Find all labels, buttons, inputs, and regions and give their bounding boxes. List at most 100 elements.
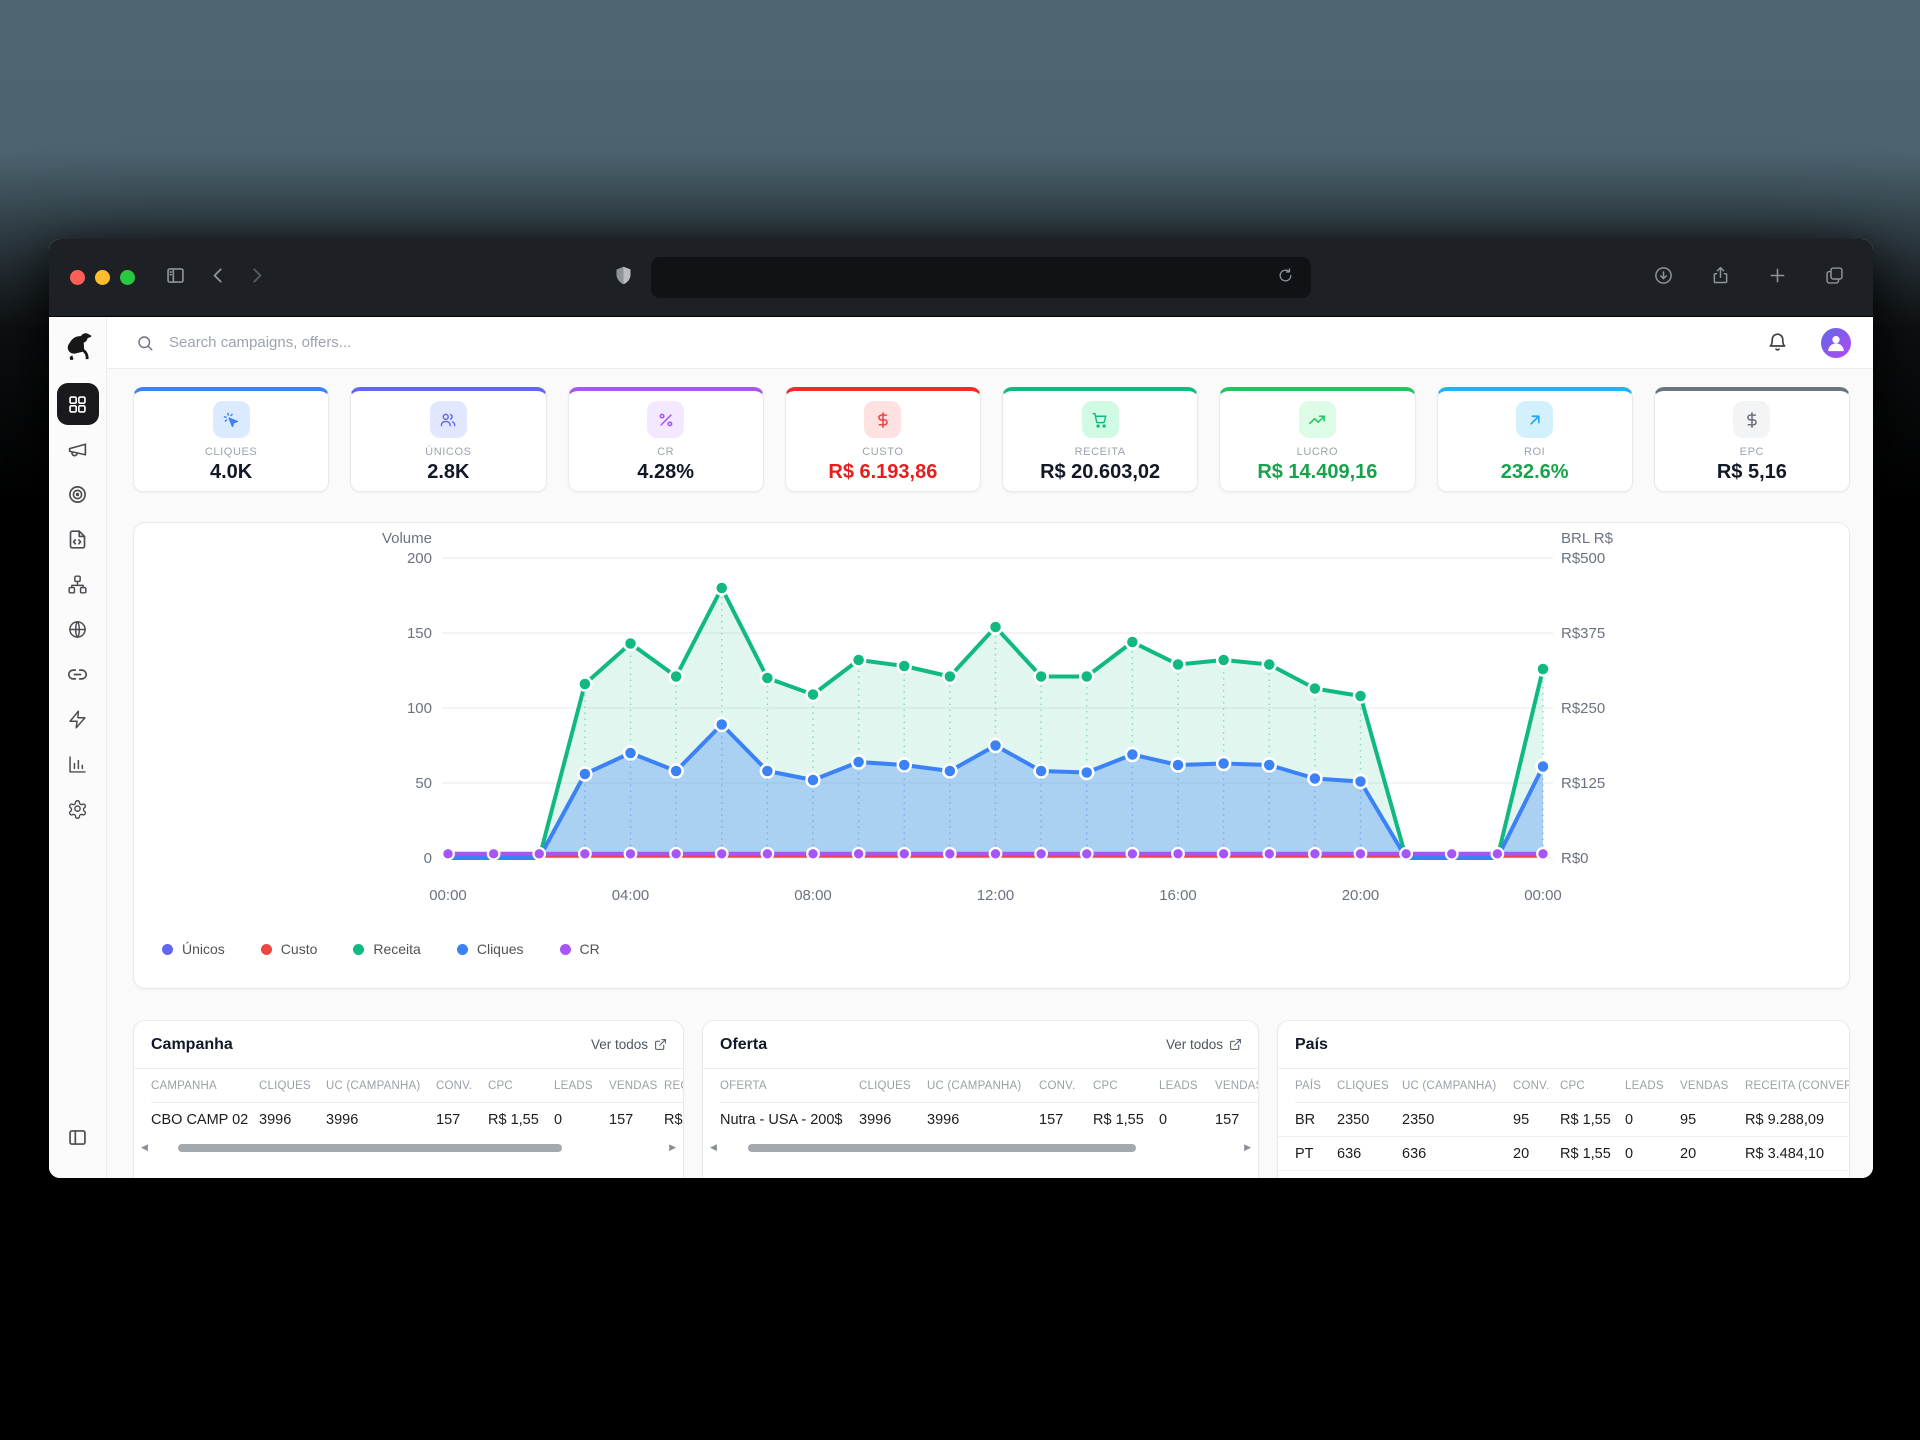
table-cell: 157 (1215, 1111, 1240, 1128)
svg-text:00:00: 00:00 (1524, 887, 1562, 904)
legend-dot (260, 943, 272, 955)
address-bar[interactable] (650, 257, 1311, 298)
dashboard-grid-icon (67, 394, 88, 415)
panel-collapse-icon (67, 1127, 88, 1153)
scroll-left-arrow[interactable]: ◀ (141, 1142, 148, 1152)
legend-item-únicos[interactable]: Únicos (162, 941, 225, 957)
ver-todos-link[interactable]: Ver todos (591, 1037, 667, 1052)
column-header: LEADS (1625, 1069, 1680, 1103)
column-header: CLIQUES (1337, 1069, 1402, 1103)
avatar[interactable] (1821, 327, 1851, 358)
table-row[interactable]: CBO CAMP 02 3996 3996 157 R$ 1,55 0 157 R$ (134, 1103, 683, 1137)
scrollbar-track[interactable] (722, 1143, 1239, 1152)
table-cell: 95 (1513, 1102, 1560, 1137)
table-cell: R$ 1,55 (1093, 1111, 1144, 1128)
stat-label: CR (657, 446, 675, 458)
sidebar-item-reports[interactable] (57, 743, 99, 785)
share-button[interactable] (1705, 263, 1735, 293)
table-scrollbar[interactable]: ◀ ▶ (134, 1139, 683, 1156)
column-header: CPC (1560, 1069, 1625, 1103)
shield-icon (613, 265, 634, 291)
svg-text:150: 150 (407, 625, 432, 642)
forward-button[interactable] (241, 263, 271, 293)
sidebar-item-offers[interactable] (57, 473, 99, 515)
ver-todos-link[interactable]: Ver todos (1166, 1037, 1242, 1052)
table-row[interactable]: Nutra - USA - 200$ 3996 3996 157 R$ 1,55 0 157 (703, 1103, 1258, 1137)
tab-overview-button[interactable] (1819, 263, 1849, 293)
dog-logo-icon (62, 330, 94, 362)
downloads-button[interactable] (1648, 263, 1678, 293)
privacy-shield-button[interactable] (609, 263, 639, 293)
table-cell: BR (1295, 1102, 1337, 1137)
legend-item-cliques[interactable]: Cliques (456, 941, 524, 957)
bell-icon[interactable] (1767, 332, 1788, 353)
stat-card-roi: ROI 232.6% (1436, 387, 1633, 492)
svg-text:08:00: 08:00 (794, 887, 832, 904)
app-root: CLIQUES 4.0K ÚNICOS 2.8K CR 4.28% CUSTO … (49, 317, 1873, 1178)
sidebar-item-settings[interactable] (57, 788, 99, 830)
column-header: CONV. (436, 1069, 488, 1103)
table-cell: 0 (1625, 1136, 1680, 1171)
table-row[interactable]: PT 636 636 20 R$ 1,55 0 20 R$ 3.484,10 (1278, 1136, 1849, 1171)
sidebar-item-campaigns[interactable] (57, 428, 99, 470)
scrollbar-track[interactable] (153, 1143, 664, 1152)
bar-chart-icon (67, 754, 88, 775)
reload-icon (1277, 267, 1294, 289)
legend-dot (162, 943, 173, 955)
sidebar-toggle-button[interactable] (160, 263, 190, 293)
stat-label: ÚNICOS (425, 446, 472, 458)
table-cell: R$ 1,55 (488, 1111, 539, 1128)
traffic-chart: 0 R$0 50 R$125 100 R$250 150 R$375 200 R$500 Volum… (382, 530, 1614, 904)
legend-item-cr[interactable]: CR (559, 941, 600, 957)
close-button[interactable] (70, 270, 85, 285)
table-scrollbar[interactable]: ◀ ▶ (703, 1139, 1258, 1156)
url-input[interactable] (660, 268, 1271, 287)
search-input[interactable] (167, 333, 631, 352)
sidebar-item-domains[interactable] (57, 608, 99, 650)
table-row[interactable]: BR 2350 2350 95 R$ 1,55 0 95 R$ 9.288,09 (1278, 1102, 1849, 1137)
sidebar-item-links[interactable] (57, 653, 99, 695)
hierarchy-icon (67, 574, 88, 595)
sidebar-item-dashboard[interactable] (56, 383, 99, 425)
stat-label: ROI (1523, 446, 1546, 458)
legend-item-receita[interactable]: Receita (353, 941, 421, 957)
legend-label: Cliques (476, 941, 524, 957)
cart-icon (1081, 401, 1119, 438)
column-header: CONV. (1513, 1069, 1560, 1103)
table-title: País (1295, 1035, 1328, 1053)
table-viewport: PAÍS CLIQUES UC (CAMPANHA) CONV. CPC LEADS VEN… (1278, 1069, 1849, 1171)
target-icon (67, 484, 88, 505)
svg-text:50: 50 (415, 775, 432, 792)
legend-dot (559, 943, 571, 955)
dollar-icon (864, 401, 902, 438)
sidebar-item-flows[interactable] (57, 563, 99, 605)
scrollbar-thumb[interactable] (178, 1143, 562, 1152)
summary-tables-row: Campanha Ver todos CAMPANHA CLIQUES UC (CA… (133, 1020, 1850, 1178)
scrollbar-thumb[interactable] (747, 1143, 1136, 1152)
stat-card-custo: CUSTO R$ 6.193,86 (784, 387, 981, 492)
legend-label: CR (579, 941, 600, 957)
sidebar-collapse-button[interactable] (57, 1119, 99, 1161)
scroll-right-arrow[interactable]: ▶ (1244, 1142, 1251, 1152)
minimize-button[interactable] (95, 270, 110, 285)
back-button[interactable] (203, 263, 233, 293)
sidebar-toggle-icon (165, 265, 186, 291)
forward-icon (246, 265, 267, 291)
table-cell: 3996 (927, 1111, 960, 1128)
scroll-left-arrow[interactable]: ◀ (710, 1142, 717, 1152)
back-icon (208, 265, 229, 291)
sidebar-item-landers[interactable] (57, 518, 99, 560)
table-cell: 157 (1039, 1111, 1064, 1128)
table-cell: Nutra - USA - 200$ (720, 1111, 843, 1128)
reload-button[interactable] (1271, 263, 1301, 293)
table-cell: R$ 1,55 (1560, 1102, 1625, 1137)
column-header: LEADS (1159, 1069, 1215, 1103)
sidebar-item-automation[interactable] (57, 698, 99, 740)
legend-item-custo[interactable]: Custo (260, 941, 317, 957)
column-header: OFERTA (720, 1069, 859, 1103)
column-header: UC (CAMPANHA) (1402, 1069, 1513, 1103)
scroll-right-arrow[interactable]: ▶ (669, 1142, 676, 1152)
zoom-button[interactable] (120, 270, 135, 285)
new-tab-button[interactable] (1762, 263, 1792, 293)
table-cell: 3996 (259, 1111, 292, 1128)
